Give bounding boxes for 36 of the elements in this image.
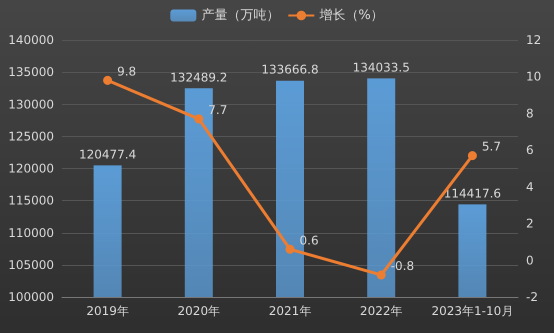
data-label: 133666.8 [261,62,319,77]
y-tick-label: 120000 [8,162,54,176]
y-tick-label: 110000 [8,226,54,240]
data-label: 9.8 [117,64,136,78]
y2-tick-label: 10 [526,70,542,84]
point [286,244,294,254]
y-tick-label: 100000 [8,290,54,304]
legend-label: 产量（万吨） [201,8,280,23]
y2-tick-label: -2 [526,290,538,304]
y2-tick-label: 12 [526,33,542,47]
y2-tick-label: 2 [526,216,534,231]
x-tick-label: 2021年 [268,304,312,318]
y2-tick-label: 0 [526,253,534,268]
y2-tick-label: 8 [526,106,534,120]
point [103,76,112,85]
data-label: 132489.2 [170,70,228,84]
x-tick-label: 2023年1-10月 [432,304,514,318]
data-label: 5.7 [482,140,501,154]
legend-label: 增长（%） [318,8,384,23]
y-tick-label: 125000 [8,129,54,144]
data-label: 114417.6 [444,186,502,200]
x-tick-label: 2019年 [86,304,129,318]
y2-tick-label: 6 [526,143,534,158]
x-tick-label: 2022年 [360,304,402,318]
point [194,114,204,124]
y-tick-label: 105000 [8,258,54,272]
data-label: 120477.4 [78,147,136,162]
y-tick-label: 135000 [8,65,54,80]
point [376,270,386,280]
y-tick-label: 130000 [8,97,54,112]
y-tick-label: 115000 [8,194,54,208]
point [468,151,477,160]
y2-tick-label: 4 [526,180,534,194]
data-label: 134033.5 [352,60,410,74]
x-tick-label: 2020年 [178,304,220,318]
y-tick-label: 140000 [8,33,54,47]
